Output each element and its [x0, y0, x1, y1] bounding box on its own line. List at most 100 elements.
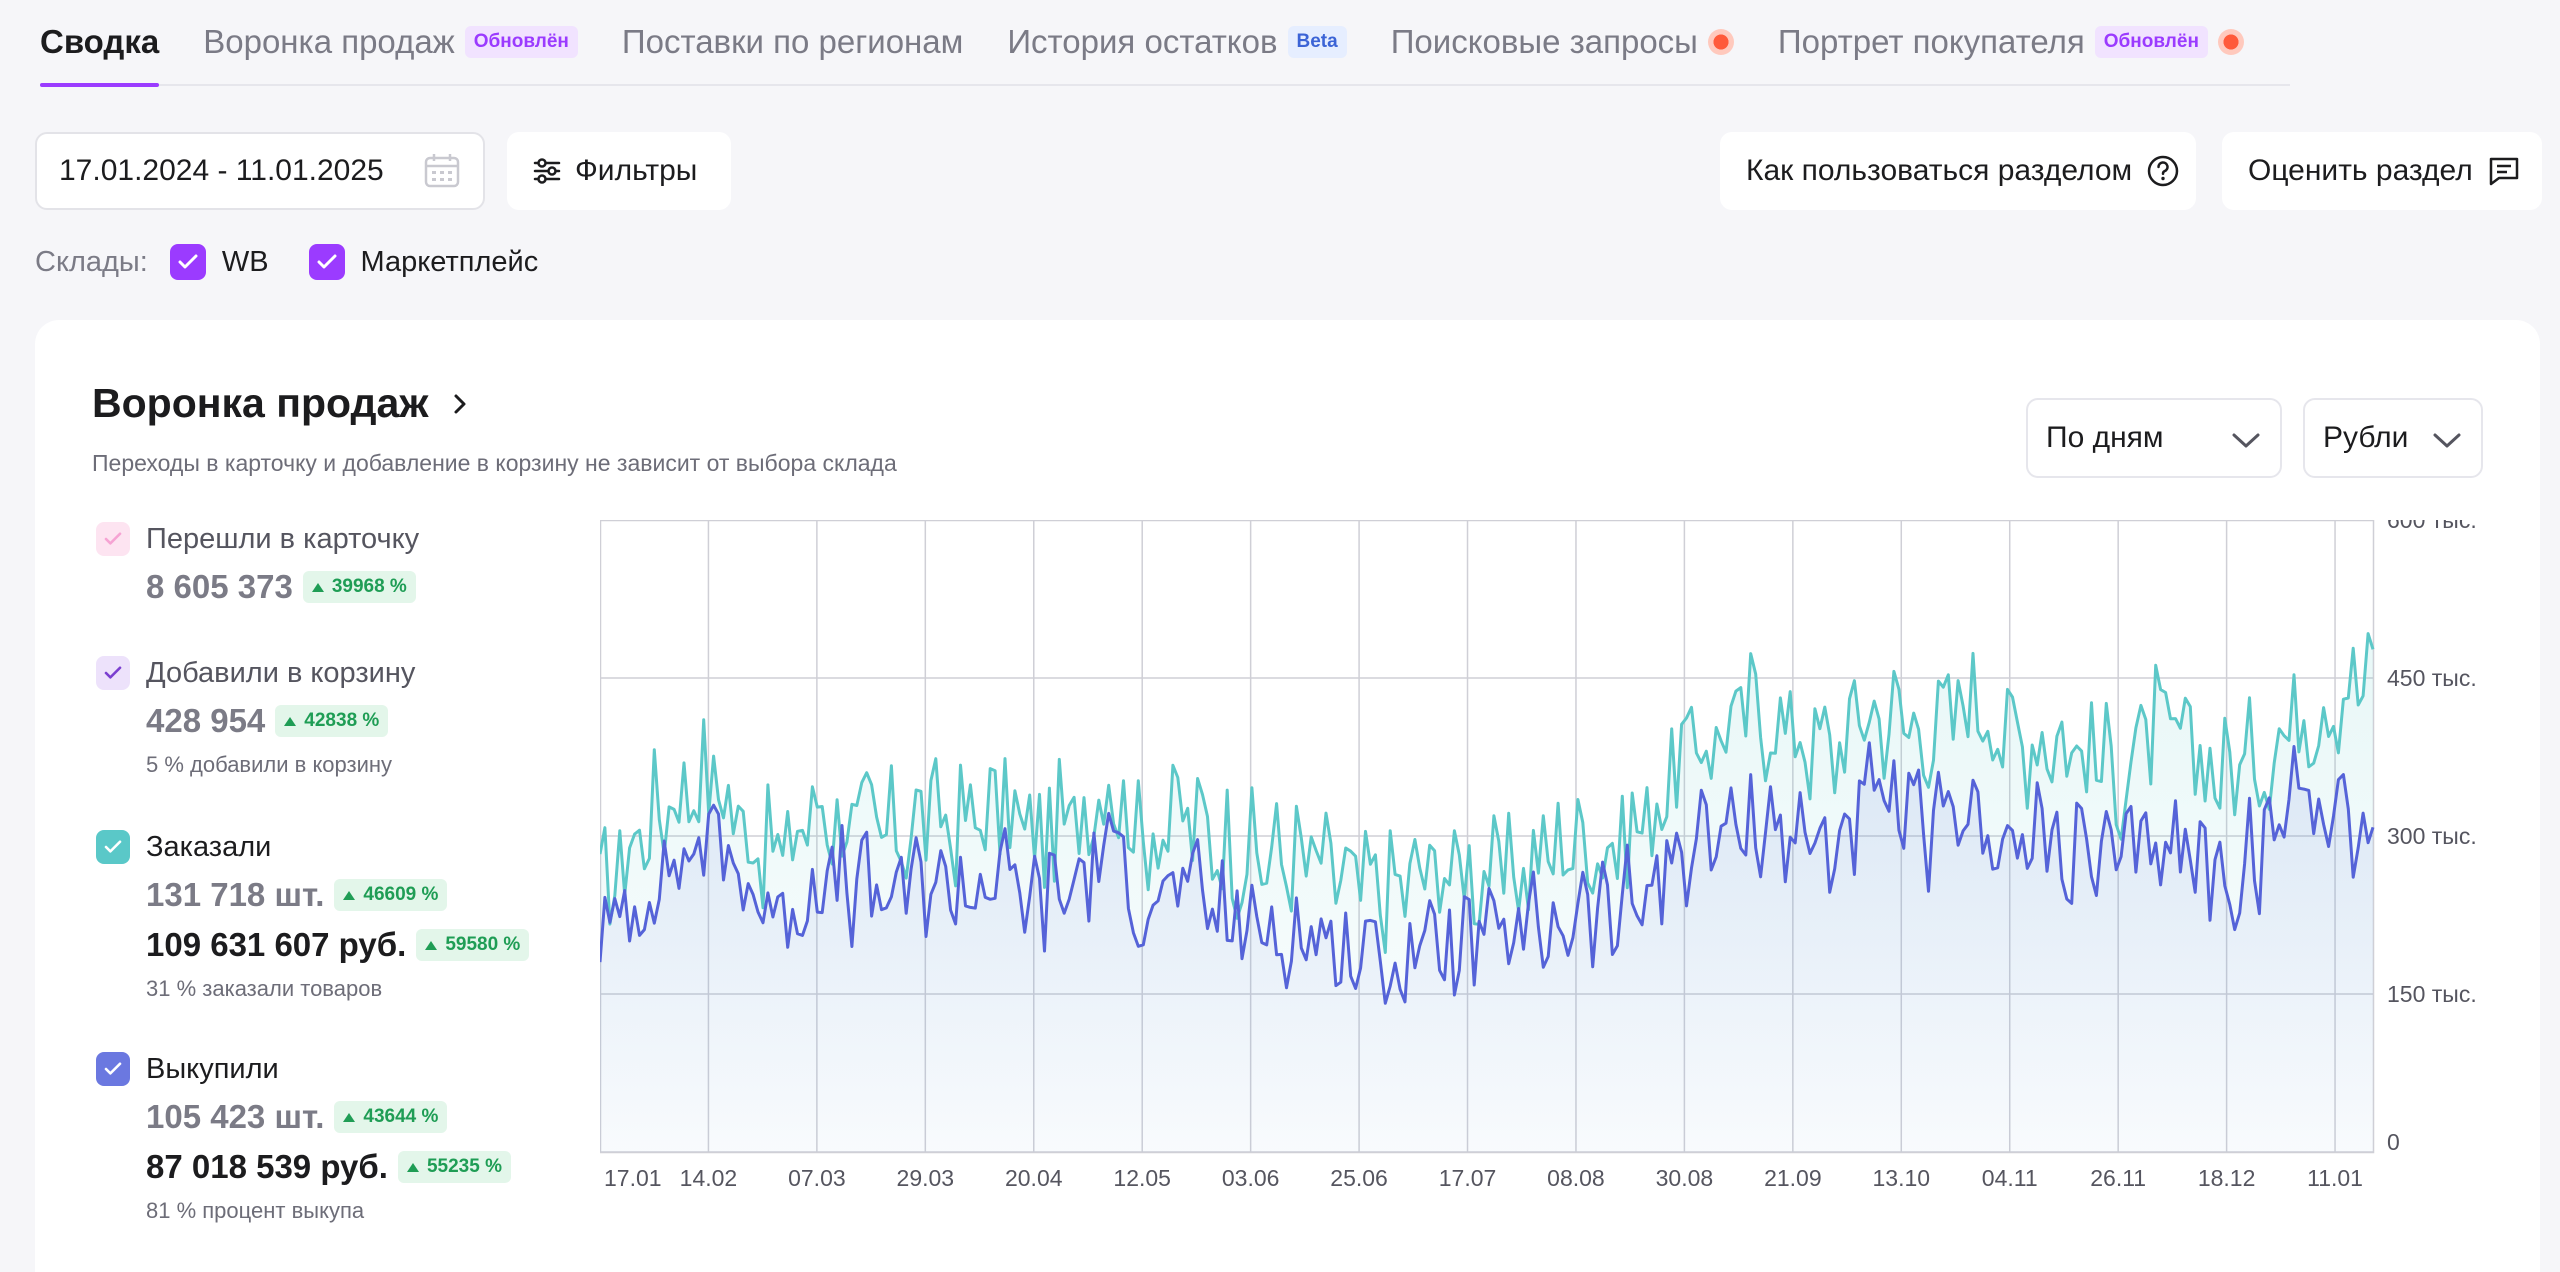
metric-value: 428 954 — [146, 702, 266, 739]
feedback-icon — [2489, 157, 2518, 186]
change-badge: 42838 % — [275, 705, 389, 737]
change-badge: 55235 % — [397, 1151, 511, 1183]
storages-filter: Склады: WB Маркетплейс — [35, 240, 578, 284]
metric-value-rub: 109 631 607 руб. — [146, 926, 407, 963]
tab-2[interactable]: Поставки по регионам — [622, 0, 963, 85]
x-tick-label: 12.05 — [1113, 1165, 1171, 1191]
checkbox-checked-icon[interactable] — [96, 1052, 130, 1086]
tab-5[interactable]: Портрет покупателя Обновлён — [1778, 0, 2244, 85]
metric-label: Добавили в корзину — [146, 656, 416, 689]
tab-badge: Beta — [1287, 26, 1347, 58]
storage-option-label: Маркетплейс — [360, 245, 539, 278]
rate-section-button[interactable]: Оценить раздел — [2222, 132, 2542, 210]
filters-button[interactable]: Фильтры — [507, 132, 731, 210]
metric-note: 31 % заказали товаров — [146, 976, 383, 1001]
x-tick-label: 17.07 — [1439, 1165, 1497, 1191]
change-badge: 46609 % — [334, 879, 448, 911]
series-line — [600, 632, 2375, 954]
filters-label: Фильтры — [575, 154, 698, 187]
change-badge: 59580 % — [416, 929, 530, 961]
tab-label: Поисковые запросы — [1390, 23, 1698, 60]
metric-buyouts: Выкупили 105 423 шт. 43644 % 87 018 539 … — [96, 1052, 511, 1224]
unit-select-value: Рубли — [2323, 421, 2409, 454]
change-badge: 43644 % — [334, 1101, 448, 1133]
help-button[interactable]: Как пользоваться разделом — [1720, 132, 2196, 210]
tab-label: Портрет покупателя — [1777, 23, 2085, 60]
unit-select[interactable]: Рубли — [2303, 398, 2483, 478]
date-range-picker[interactable]: 17.01.2024 - 11.01.2025 — [35, 132, 485, 210]
metric-note: 5 % добавили в корзину — [146, 752, 393, 777]
x-tick-label: 30.08 — [1656, 1165, 1714, 1191]
new-indicator-icon — [2217, 29, 2244, 55]
chevron-right-icon — [454, 394, 466, 413]
tab-label: Воронка продаж — [203, 23, 455, 60]
storage-option-label: WB — [221, 245, 269, 278]
y-tick-label: 0 — [2387, 1129, 2400, 1155]
x-tick-label: 07.03 — [788, 1165, 846, 1191]
x-tick-label: 25.06 — [1330, 1165, 1388, 1191]
metric-cart: Добавили в корзину 428 954 42838 % 5 % д… — [96, 656, 415, 778]
x-tick-label: 18.12 — [2198, 1165, 2256, 1191]
checkbox-checked-icon[interactable] — [96, 830, 130, 864]
checkbox-checked-icon[interactable] — [96, 522, 130, 556]
period-select[interactable]: По дням — [2026, 398, 2282, 478]
new-indicator-icon — [1707, 29, 1734, 55]
rate-label: Оценить раздел — [2248, 154, 2473, 187]
x-tick-label: 17.01 — [604, 1165, 662, 1191]
section-title-link[interactable]: Воронка продаж — [92, 380, 472, 427]
x-tick-label: 03.06 — [1222, 1165, 1280, 1191]
metric-label: Выкупили — [146, 1052, 279, 1085]
chevron-down-icon — [2433, 433, 2461, 448]
tab-1[interactable]: Воронка продаж Обновлён — [203, 0, 578, 85]
metric-label: Заказали — [146, 830, 272, 863]
checkbox-checked-icon[interactable] — [96, 656, 130, 690]
change-badge: 39968 % — [302, 571, 416, 603]
filter-sliders-icon — [533, 158, 561, 184]
calendar-icon — [424, 154, 460, 188]
tab-3[interactable]: История остатков Beta — [1007, 0, 1347, 85]
checkbox-checked-icon[interactable] — [169, 244, 206, 280]
section-subtitle: Переходы в карточку и добавление в корзи… — [92, 450, 897, 476]
y-tick-label: 600 тыс. — [2387, 520, 2477, 533]
metric-value: 8 605 373 — [146, 568, 293, 605]
x-tick-label: 04.11 — [1982, 1165, 2038, 1191]
x-tick-label: 13.10 — [1873, 1165, 1931, 1191]
tab-badge: Обновлён — [464, 26, 578, 58]
metric-note: 81 % процент выкупа — [146, 1198, 365, 1223]
x-tick-label: 20.04 — [1005, 1165, 1063, 1191]
question-circle-icon — [2147, 155, 2179, 187]
metric-label: Перешли в карточку — [146, 522, 420, 555]
section-title: Воронка продаж — [92, 380, 429, 426]
chevron-down-icon — [2232, 433, 2260, 448]
x-tick-label: 21.09 — [1764, 1165, 1822, 1191]
tab-label: История остатков — [1007, 23, 1278, 60]
tab-label: Сводка — [40, 23, 160, 60]
checkbox-checked-icon[interactable] — [308, 244, 345, 280]
date-range-value: 17.01.2024 - 11.01.2025 — [59, 154, 384, 187]
y-tick-label: 450 тыс. — [2387, 665, 2477, 691]
metric-value-rub: 87 018 539 руб. — [146, 1148, 388, 1185]
y-tick-label: 300 тыс. — [2387, 823, 2477, 849]
help-label: Как пользоваться разделом — [1746, 154, 2133, 187]
x-tick-label: 29.03 — [897, 1165, 955, 1191]
tab-label: Поставки по регионам — [621, 23, 964, 60]
tab-4[interactable]: Поисковые запросы — [1391, 0, 1734, 85]
metric-value: 131 718 шт. — [146, 876, 325, 913]
x-tick-label: 08.08 — [1547, 1165, 1605, 1191]
series-line — [600, 741, 2375, 1005]
storages-label: Склады: — [35, 245, 148, 278]
x-tick-label: 11.01 — [2307, 1165, 2363, 1191]
storage-option-marketplace[interactable]: Маркетплейс — [308, 244, 539, 280]
tab-0[interactable]: Сводка — [40, 0, 160, 87]
x-tick-label: 26.11 — [2090, 1165, 2146, 1191]
y-tick-label: 150 тыс. — [2387, 981, 2477, 1007]
sales-funnel-chart[interactable]: 0 150 тыс. 300 тыс. 450 тыс. 600 тыс. 17.01 14… — [600, 520, 2550, 1210]
series-area — [600, 742, 2373, 1152]
tab-badge: Обновлён — [2094, 26, 2208, 58]
tabs-bar: Сводка Воронка продаж Обновлён Поставки по … — [40, 0, 2290, 87]
period-select-value: По дням — [2046, 421, 2164, 454]
metric-value: 105 423 шт. — [146, 1098, 325, 1135]
storage-option-wb[interactable]: WB — [169, 244, 269, 280]
x-tick-label: 14.02 — [680, 1165, 738, 1191]
metric-views: Перешли в карточку 8 605 373 39968 % — [96, 522, 419, 606]
